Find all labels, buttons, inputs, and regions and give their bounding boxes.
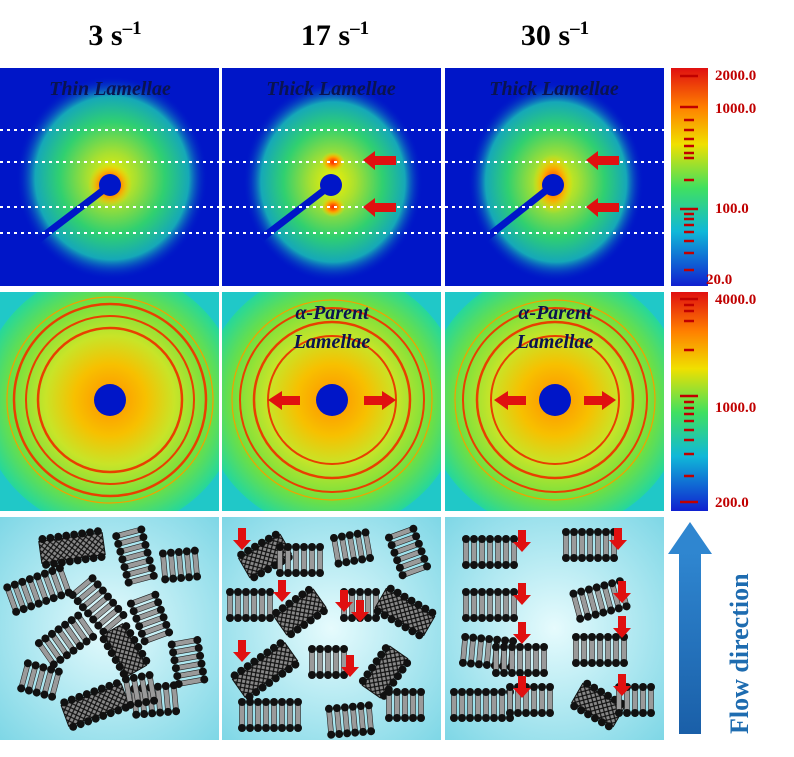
- lamella-stack: [329, 528, 375, 568]
- lamellae-cartoon-17: [222, 517, 441, 740]
- diffraction-rings: [454, 299, 656, 501]
- saxs-panel-17: Thick Lamellae: [222, 68, 441, 286]
- saxs-panel-3: Thin Lamellae: [0, 68, 219, 286]
- saxs-panel-30: Thick Lamellae: [445, 68, 664, 286]
- colorbar-tick-label: 4000.0: [715, 292, 756, 308]
- colorbar-tick-label: 100.0: [715, 201, 749, 217]
- stress-arrow: [613, 616, 631, 638]
- lamella-stack: [324, 701, 376, 739]
- lamella-stack: [3, 564, 73, 616]
- stress-arrow: [609, 528, 627, 550]
- colorbar-tick-label: 200.0: [715, 495, 749, 511]
- colorbar-tick-label: 20.0: [706, 272, 732, 288]
- column-rate: 17 s: [300, 19, 351, 52]
- colorbar-tick-label: 2000.0: [715, 68, 756, 84]
- colorbar-ticks: [680, 297, 698, 504]
- stress-arrow: [613, 581, 631, 603]
- stress-arrow: [613, 674, 631, 696]
- column-header-30: 30 s–1: [455, 18, 655, 53]
- stress-arrow: [273, 580, 291, 602]
- flow-direction-arrow: [668, 522, 712, 734]
- lamella-stack: [308, 645, 348, 679]
- colorbar-ticks: [680, 74, 698, 272]
- stress-arrow: [335, 590, 353, 612]
- red-arrows: [494, 391, 616, 410]
- waxs-panel-17: α-Parent Lamellae: [222, 292, 441, 511]
- column-rate: 3 s: [88, 19, 123, 52]
- stress-arrow: [513, 676, 531, 698]
- colorbar-tick-label: 1000.0: [715, 400, 756, 416]
- guide-lines: [0, 129, 219, 234]
- lamella-stack: [570, 679, 626, 731]
- waxs-panel-3: [0, 292, 219, 511]
- red-arrows: [268, 391, 396, 410]
- lamella-stack: [38, 527, 106, 569]
- panel-label-line1: α-Parent: [295, 302, 370, 324]
- lamella-stack: [34, 611, 98, 669]
- lamellae-cartoon-30: [445, 517, 664, 740]
- lamella-stack: [569, 577, 631, 623]
- lamella-stack: [492, 643, 548, 677]
- lamella-stack: [158, 546, 202, 584]
- lamella-stack: [112, 525, 158, 587]
- column-exponent: –1: [570, 18, 590, 39]
- lamella-stack: [126, 590, 174, 646]
- column-rate: 30 s: [520, 19, 571, 52]
- stress-arrow: [233, 640, 251, 662]
- lamella-stack: [99, 622, 151, 678]
- column-header-3: 3 s–1: [15, 18, 215, 53]
- guide-lines: [445, 129, 664, 234]
- colorbar-tick-label: 1000.0: [715, 101, 756, 117]
- guide-lines: [222, 129, 441, 234]
- lamella-stack: [17, 659, 63, 701]
- lamella-stack: [167, 636, 209, 688]
- lamella-stack: [230, 639, 300, 701]
- lamella-stack: [462, 535, 518, 569]
- lamellae-cartoon-3: [0, 517, 219, 740]
- waxs-panel-30: α-Parent Lamellae: [445, 292, 664, 511]
- lamella-stack: [373, 584, 437, 640]
- lamella-stack: [276, 543, 324, 577]
- lamella-stack: [226, 588, 274, 622]
- red-arrows: [363, 151, 396, 217]
- lamella-stack: [450, 688, 514, 722]
- column-header-17: 17 s–1: [235, 18, 435, 53]
- lamella-stack: [462, 588, 518, 622]
- saxs-colorbar: 2000.0 1000.0 100.0 20.0: [671, 68, 756, 288]
- column-exponent: –1: [350, 18, 370, 39]
- waxs-colorbar: 4000.0 1000.0 200.0: [671, 292, 756, 511]
- stress-arrow: [513, 530, 531, 552]
- lamella-stack: [272, 585, 328, 639]
- lamella-stack: [572, 633, 628, 667]
- red-arrows: [586, 151, 619, 217]
- panel-label: Thick Lamellae: [266, 78, 396, 100]
- stress-arrow: [341, 655, 359, 677]
- lamella-stack: [121, 671, 159, 709]
- lamella-stack: [385, 688, 425, 722]
- column-exponent: –1: [122, 18, 142, 39]
- panel-label: Thick Lamellae: [489, 78, 619, 100]
- stress-arrow: [513, 583, 531, 605]
- stress-arrow: [351, 600, 369, 622]
- panel-label-line2: Lamellae: [516, 331, 594, 353]
- diffraction-rings: [6, 296, 214, 504]
- stress-arrow: [513, 622, 531, 644]
- flow-direction-label: Flow direction: [725, 573, 754, 734]
- lamella-stack: [60, 679, 130, 731]
- lamella-stack: [238, 698, 302, 732]
- panel-label-line2: Lamellae: [293, 331, 371, 353]
- stress-arrow: [233, 528, 251, 550]
- panel-label-line1: α-Parent: [518, 302, 593, 324]
- lamella-stack: [384, 524, 432, 580]
- panel-label: Thin Lamellae: [49, 78, 171, 100]
